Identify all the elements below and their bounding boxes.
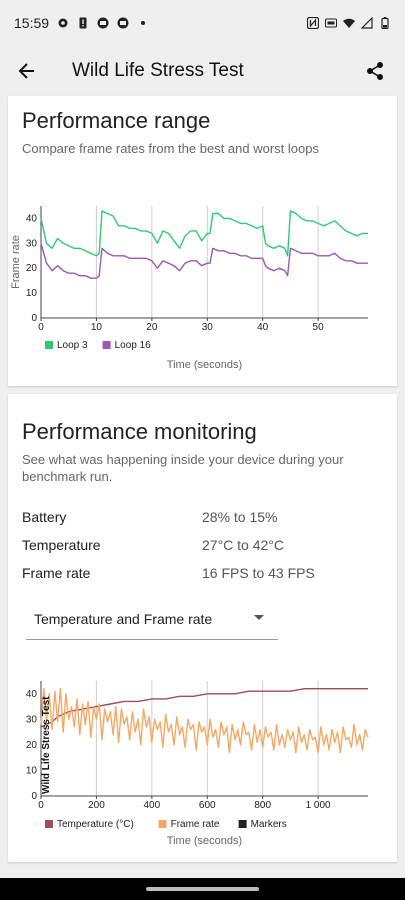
legend-label: Temperature (°C) [57, 819, 134, 830]
performance-monitoring-card: Performance monitoring See what was happ… [8, 394, 397, 862]
performance-range-title: Performance range [22, 108, 211, 133]
chart-type-dropdown-label: Temperature and Frame rate [34, 611, 213, 627]
x-tick-label: 20 [146, 322, 158, 333]
home-gesture-pill[interactable] [146, 887, 259, 891]
alert-icon [79, 17, 87, 29]
app-notification-icon [97, 17, 109, 29]
metric-value-battery: 28% to 15% [202, 509, 278, 525]
x-tick-label: 1 000 [306, 800, 331, 811]
performance-range-subtitle: Compare frame rates from the best and wo… [22, 141, 319, 156]
dropdown-arrow-icon [254, 615, 264, 620]
status-bar: 15:59 [0, 0, 405, 46]
legend-swatch [238, 820, 247, 828]
battery-icon [381, 17, 389, 29]
legend-label: Loop 3 [57, 340, 88, 351]
legend-swatch [45, 341, 53, 349]
y-tick-label: 20 [26, 263, 38, 274]
series-line-0 [40, 687, 368, 728]
metric-label-battery: Battery [22, 509, 67, 525]
status-time: 15:59 [14, 15, 50, 31]
share-button[interactable] [353, 46, 397, 96]
performance-range-card: Performance range Compare frame rates fr… [8, 96, 397, 386]
x-tick-label: 400 [144, 800, 161, 811]
y-tick-label: 0 [31, 313, 37, 324]
y-axis-title: Frame rate [10, 235, 22, 289]
y-tick-label: 0 [31, 791, 37, 802]
y-tick-label: 40 [26, 213, 38, 224]
y-tick-label: 10 [26, 765, 38, 776]
lte-signal-icon [361, 17, 373, 29]
volte-icon [325, 18, 337, 28]
x-tick-label: 0 [38, 800, 44, 811]
performance-monitoring-subtitle: See what was happening inside your devic… [22, 452, 344, 484]
series-line-1 [40, 243, 368, 279]
y-tick-label: 30 [26, 714, 38, 725]
settings-icon [58, 18, 68, 28]
nfc-icon [307, 17, 319, 29]
metric-label-temperature: Temperature [22, 537, 101, 553]
x-tick-label: 50 [313, 322, 325, 333]
legend-swatch [102, 341, 111, 349]
chart-type-dropdown[interactable]: Temperature and Frame rate [26, 602, 278, 640]
performance-monitoring-title: Performance monitoring [22, 419, 257, 444]
x-tick-label: 30 [202, 322, 214, 333]
x-axis-title: Time (seconds) [167, 359, 242, 371]
x-tick-label: 0 [38, 322, 44, 333]
app-bar: Wild Life Stress Test [0, 46, 405, 96]
y-tick-label: 40 [26, 689, 38, 700]
x-axis-title: Time (seconds) [167, 835, 242, 847]
app-notification-icon-2 [117, 17, 129, 29]
legend-label: Loop 16 [115, 340, 152, 351]
legend-swatch [45, 820, 53, 828]
performance-range-chart: 0 10 20 30 40 0 10 20 30 40 50 Frame rate Time (seco… [10, 206, 368, 371]
y-tick-label: 20 [26, 740, 38, 751]
wifi-icon [343, 18, 355, 28]
metric-value-temperature: 27°C to 42°C [202, 537, 285, 553]
metric-value-frame-rate: 16 FPS to 43 FPS [202, 565, 315, 581]
navigation-bar [0, 878, 405, 900]
share-icon [367, 62, 383, 80]
legend-label: Markers [251, 819, 287, 830]
y-tick-label: 10 [26, 288, 38, 299]
x-tick-label: 10 [91, 322, 103, 333]
legend-swatch [158, 820, 167, 828]
arrow-back-icon [18, 63, 34, 79]
x-tick-label: 800 [254, 800, 271, 811]
series-line-0 [40, 210, 368, 257]
legend-label: Frame rate [171, 819, 220, 830]
series-line-1 [40, 687, 369, 754]
marker-label: Wild Life Stress Test [41, 696, 52, 794]
x-tick-label: 40 [257, 322, 269, 333]
metric-label-frame-rate: Frame rate [22, 565, 91, 581]
x-tick-label: 200 [88, 800, 105, 811]
app-title: Wild Life Stress Test [72, 60, 244, 81]
x-tick-label: 600 [199, 800, 216, 811]
back-button[interactable] [2, 46, 52, 96]
more-notifications-dot-icon [141, 21, 146, 25]
y-tick-label: 30 [26, 238, 38, 249]
